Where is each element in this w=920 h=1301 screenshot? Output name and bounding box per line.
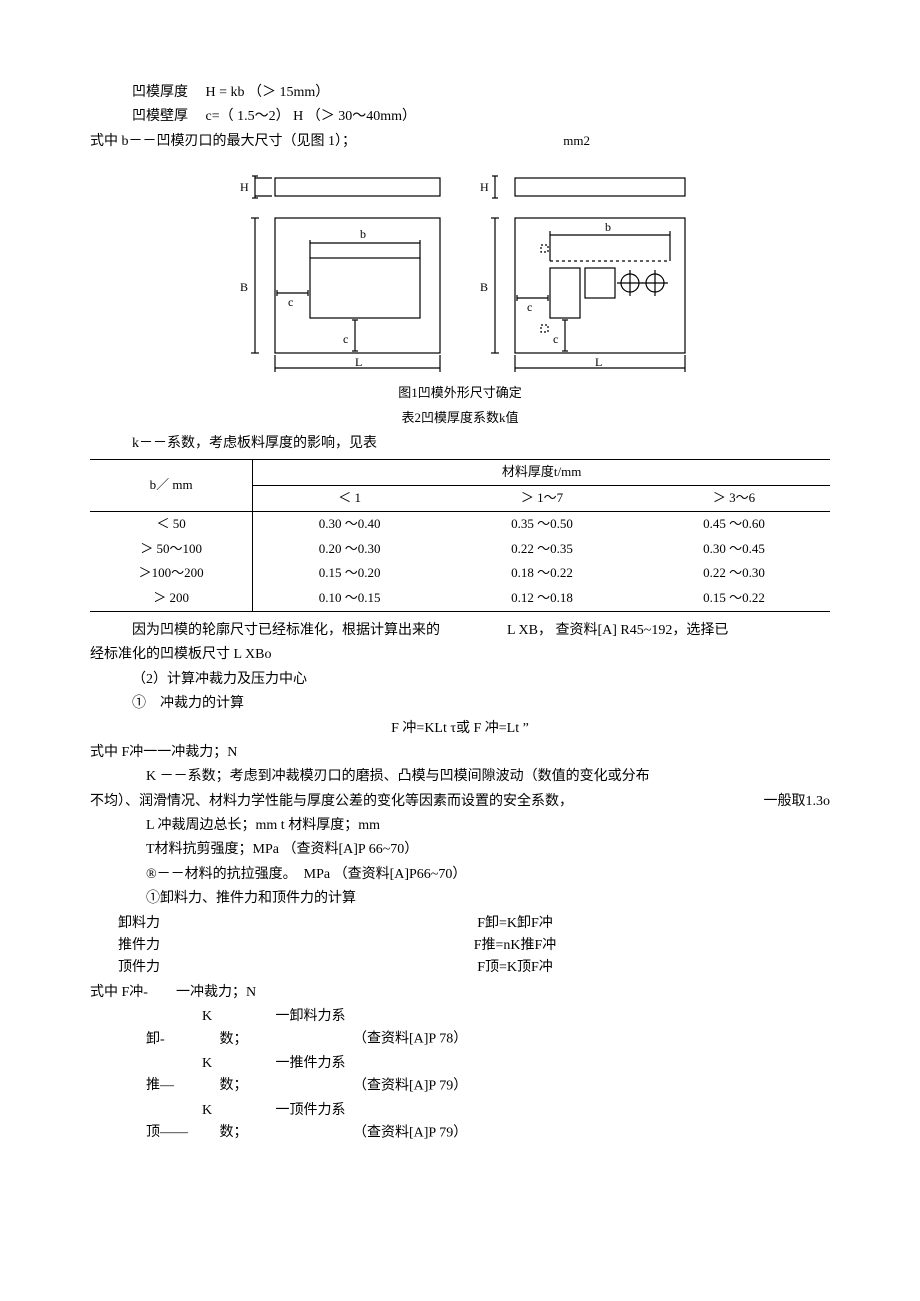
after-p1: 因为凹模的轮廓尺寸已经标准化，根据计算出来的 L XB， 查资料[A] R45~… bbox=[90, 620, 830, 642]
after-p1b: L XB， bbox=[507, 623, 552, 638]
fig-B-label: B bbox=[240, 280, 248, 294]
r2b: ＞100～200 bbox=[90, 561, 253, 586]
force-label-1: 推件力 bbox=[90, 935, 200, 957]
coeff-desc-1: 一推件力系数； bbox=[220, 1053, 350, 1098]
svg-text:H: H bbox=[480, 180, 489, 194]
force-label-2: 顶件力 bbox=[90, 957, 200, 979]
intro-line1: 凹模厚度 H = kb （＞ 15mm） bbox=[90, 82, 830, 104]
force-label-0: 卸料力 bbox=[90, 913, 200, 935]
after-p4: ① 冲裁力的计算 bbox=[90, 693, 830, 715]
coeff-k-0: K卸- bbox=[146, 1006, 216, 1051]
intro-line2: 凹模壁厚 c=（ 1.5～2） H （＞ 30～40mm） bbox=[90, 106, 830, 128]
intro-line2-label: 凹模壁厚 bbox=[132, 109, 188, 124]
coeff-k-1: K推— bbox=[146, 1053, 216, 1098]
fig-b-label: b bbox=[360, 227, 366, 241]
coeff-ref-0: （查资料[A]P 78） bbox=[353, 1032, 467, 1047]
after-p7: K －－系数；考虑到冲裁模刃口的磨损、凸模与凹模间隙波动（数值的变化或分布 bbox=[90, 766, 830, 788]
table-title: 表2凹模厚度系数k值 bbox=[90, 408, 830, 429]
r0b: ＜ 50 bbox=[90, 511, 253, 536]
after-p2: 经标准化的凹模板尺寸 L XBo bbox=[90, 644, 830, 666]
after-p5: F 冲=KLt τ或 F 冲=Lt ” bbox=[90, 718, 830, 740]
intro-line1-label: 凹模厚度 bbox=[132, 85, 188, 100]
force-formula-0: F卸=K卸F冲 bbox=[200, 913, 830, 935]
r0v0: 0.30 ～0.40 bbox=[253, 511, 446, 536]
th-s0: ＜ 1 bbox=[253, 485, 446, 511]
svg-text:c: c bbox=[553, 332, 558, 346]
r2v1: 0.18 ～0.22 bbox=[446, 561, 638, 586]
coeff-row-2: K顶—— 一顶件力系数； （查资料[A]P 79） bbox=[90, 1100, 830, 1145]
after-p11: ®－－材料的抗拉强度。 MPa （查资料[A]P66~70） bbox=[90, 864, 830, 886]
coeff-ref-1: （查资料[A]P 79） bbox=[353, 1078, 467, 1093]
after-p9: L 冲裁周边总长；mm t 材料厚度；mm bbox=[90, 815, 830, 837]
after-p12: ①卸料力、推件力和顶件力的计算 bbox=[90, 888, 830, 910]
th-s1: ＞ 1～7 bbox=[446, 485, 638, 511]
coeff-k-2: K顶—— bbox=[146, 1100, 216, 1145]
after-p1c: 查资料[A] R45~192，选择已 bbox=[555, 623, 728, 638]
after-p8: 不均）、润滑情况、材料力学性能与厚度公差的变化等因素而设置的安全系数， 一般取1… bbox=[90, 791, 830, 813]
coeff-ref-2: （查资料[A]P 79） bbox=[353, 1125, 467, 1140]
figure1-left: H B b c c L bbox=[215, 173, 455, 373]
coeff-desc-0: 一卸料力系数； bbox=[220, 1006, 350, 1051]
r1v1: 0.22 ～0.35 bbox=[446, 537, 638, 562]
th-thickness: 材料厚度t/mm bbox=[253, 460, 830, 486]
intro-line3: 式中 b－－凹模刃口的最大尺寸（见图 1）； bbox=[90, 134, 356, 149]
fig-L-label: L bbox=[355, 355, 362, 369]
figure1-right: H B b c c L bbox=[465, 173, 705, 373]
r3v1: 0.12 ～0.18 bbox=[446, 586, 638, 611]
after-p3: （2）计算冲裁力及压力中心 bbox=[90, 669, 830, 691]
intro-line2-formula: c=（ 1.5～2） H （＞ 30～40mm） bbox=[206, 109, 417, 124]
force-formula-1: F推=nK推F冲 bbox=[200, 935, 830, 957]
fig-h-label: H bbox=[240, 180, 249, 194]
figure-caption: 图1凹模外形尺寸确定 bbox=[90, 383, 830, 404]
after-p8a: 不均）、润滑情况、材料力学性能与厚度公差的变化等因素而设置的安全系数， bbox=[90, 791, 573, 813]
force-row-0: 卸料力 F卸=K卸F冲 bbox=[90, 913, 830, 935]
k-table: b／ mm 材料厚度t/mm ＜ 1 ＞ 1～7 ＞ 3～6 ＜ 50 0.30… bbox=[90, 459, 830, 612]
r0v1: 0.35 ～0.50 bbox=[446, 511, 638, 536]
svg-text:b: b bbox=[605, 220, 611, 234]
after-p6: 式中 F冲一一冲裁力；N bbox=[90, 742, 830, 764]
r2v2: 0.22 ～0.30 bbox=[638, 561, 830, 586]
coeff-desc-2: 一顶件力系数； bbox=[220, 1100, 350, 1145]
force-row-1: 推件力 F推=nK推F冲 bbox=[90, 935, 830, 957]
svg-text:B: B bbox=[480, 280, 488, 294]
r1v0: 0.20 ～0.30 bbox=[253, 537, 446, 562]
r3b: ＞ 200 bbox=[90, 586, 253, 611]
k-note: k－－系数，考虑板料厚度的影响，见表 bbox=[90, 433, 830, 455]
r3v2: 0.15 ～0.22 bbox=[638, 586, 830, 611]
after-p10: T材料抗剪强度；MPa （查资料[A]P 66~70） bbox=[90, 839, 830, 861]
coeff-lead: 式中 F冲- 一冲裁力；N bbox=[90, 982, 830, 1004]
svg-text:c: c bbox=[527, 300, 532, 314]
coeff-row-1: K推— 一推件力系数； （查资料[A]P 79） bbox=[90, 1053, 830, 1098]
force-formula-2: F顶=K顶F冲 bbox=[200, 957, 830, 979]
intro-line3-wrap: 式中 b－－凹模刃口的最大尺寸（见图 1）； mm2 bbox=[90, 131, 830, 153]
fig-c2-label: c bbox=[343, 332, 348, 346]
coeff-row-0: K卸- 一卸料力系数； （查资料[A]P 78） bbox=[90, 1006, 830, 1051]
force-row-2: 顶件力 F顶=K顶F冲 bbox=[90, 957, 830, 979]
r1b: ＞ 50～100 bbox=[90, 537, 253, 562]
th-s2: ＞ 3～6 bbox=[638, 485, 830, 511]
after-p8b: 一般取1.3o bbox=[764, 791, 831, 813]
intro-line1-formula: H = kb （＞ 15mm） bbox=[206, 85, 330, 100]
intro-line3-right: mm2 bbox=[563, 131, 590, 152]
svg-text:L: L bbox=[595, 355, 602, 369]
r3v0: 0.10 ～0.15 bbox=[253, 586, 446, 611]
fig-c1-label: c bbox=[288, 295, 293, 309]
figure1: H B b c c L bbox=[90, 173, 830, 373]
r0v2: 0.45 ～0.60 bbox=[638, 511, 830, 536]
r2v0: 0.15 ～0.20 bbox=[253, 561, 446, 586]
r1v2: 0.30 ～0.45 bbox=[638, 537, 830, 562]
after-p1a: 因为凹模的轮廓尺寸已经标准化，根据计算出来的 bbox=[132, 623, 440, 638]
th-b: b／ mm bbox=[90, 460, 253, 512]
